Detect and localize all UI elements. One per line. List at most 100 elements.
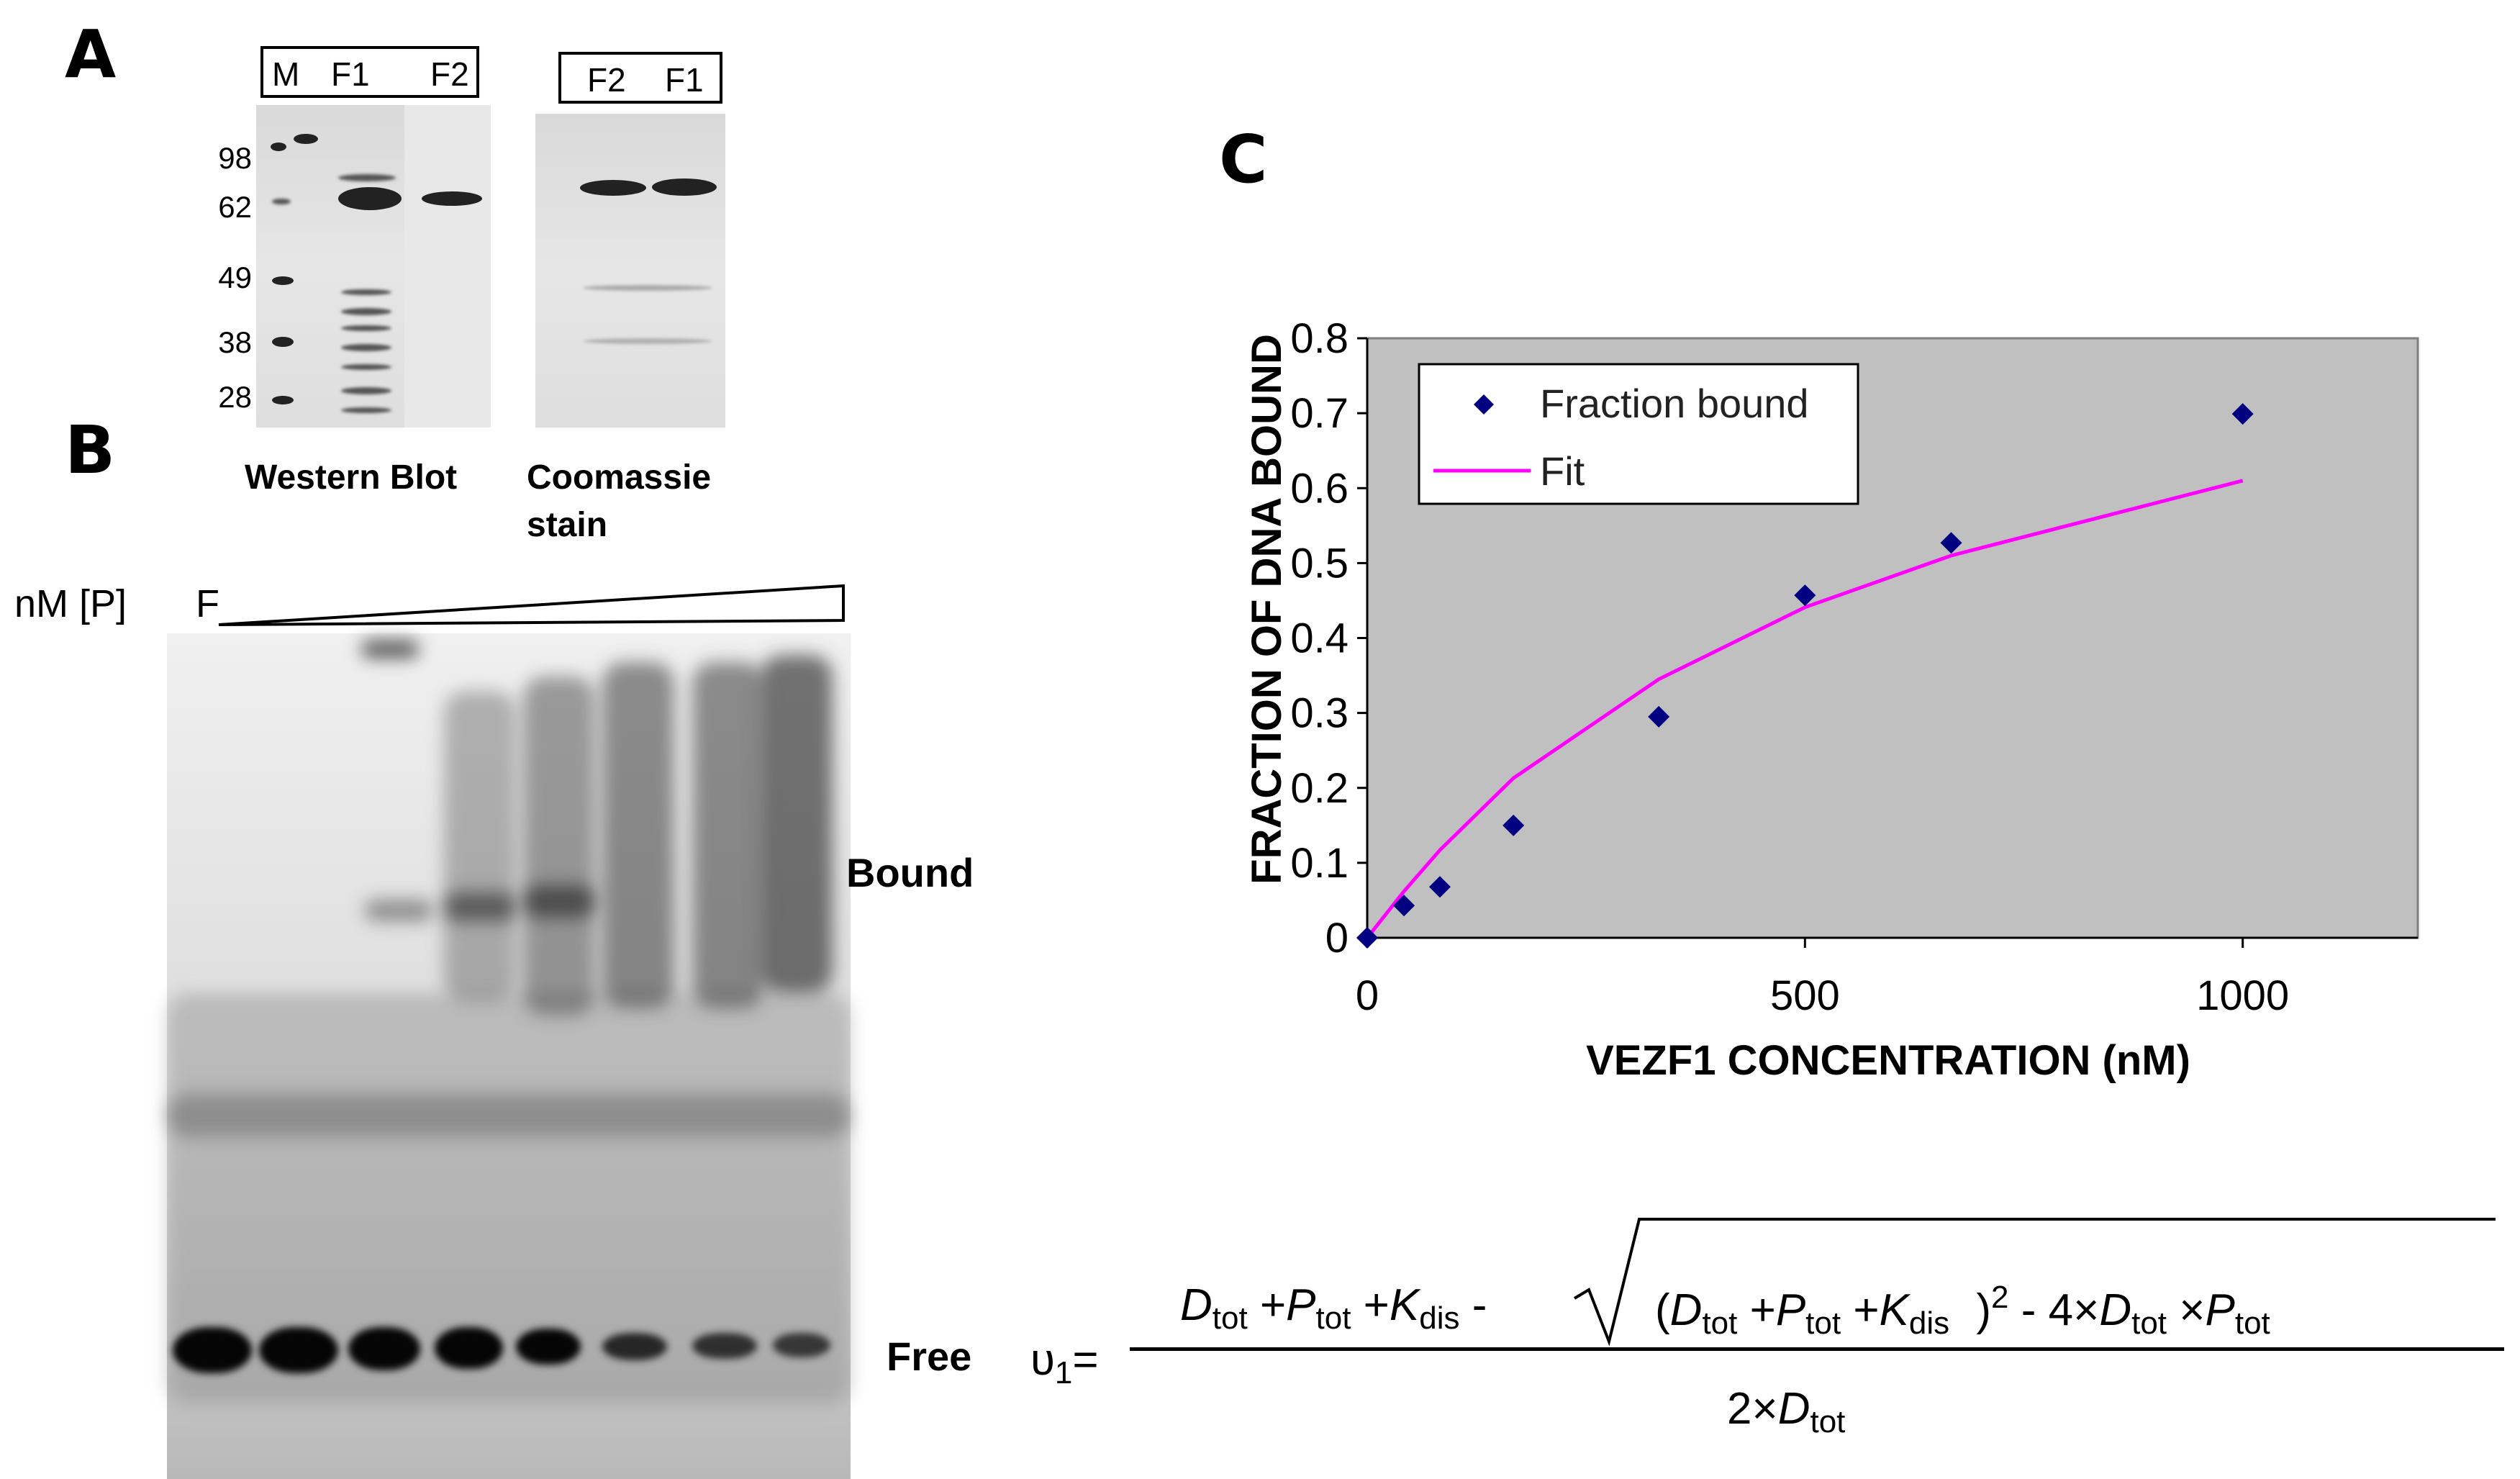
lane-label-f1: F1	[331, 55, 370, 93]
marker-28: 28	[218, 380, 252, 414]
subscript: tot	[2131, 1306, 2167, 1341]
f1-ladder-band	[341, 325, 391, 331]
coomassie-faint-band	[583, 338, 712, 344]
concentration-wedge	[218, 584, 845, 626]
western-blot-f2-lane	[404, 105, 491, 428]
lhs-symbol: υ	[1030, 1335, 1055, 1385]
f1-main-band	[338, 187, 402, 210]
marker-band	[272, 337, 294, 347]
numerator: Dtot +Ptot +Kdis -	[1180, 1280, 1487, 1336]
lane-label-c-f2: F2	[587, 61, 626, 99]
denominator: 2×Dtot	[1727, 1383, 1845, 1440]
data-point	[1393, 895, 1415, 917]
gel-smear	[167, 1094, 851, 1137]
well-lane-3	[361, 641, 419, 658]
y-tick-label: 0.7	[1290, 390, 1349, 437]
x-tick-label: 500	[1770, 972, 1840, 1019]
free-label: Free	[887, 1334, 972, 1379]
lane-label-f2: F2	[430, 55, 469, 93]
legend-marker-fraction-bound	[1474, 394, 1494, 415]
subscript: tot	[1702, 1306, 1738, 1341]
f2-band	[422, 191, 482, 206]
four-times: - 4×	[2021, 1285, 2100, 1335]
bound-band-lane-5	[523, 885, 595, 918]
bound-smear-lane-6	[602, 662, 674, 1008]
free-band-lane-5	[516, 1329, 581, 1365]
subscript: dis	[1908, 1306, 1950, 1341]
bound-band-lane-4	[444, 892, 516, 921]
data-point	[1648, 705, 1670, 728]
y-tick-label: 0.3	[1290, 690, 1349, 737]
exponent: 2	[1991, 1280, 2009, 1315]
f1-ladder-band	[341, 387, 391, 394]
bound-smear-lane-4	[444, 691, 516, 1000]
data-point	[1356, 927, 1378, 949]
free-band-lane-3	[348, 1327, 420, 1370]
free-lane-label: F	[196, 582, 219, 625]
f1-upper-band	[338, 174, 396, 181]
subscript: tot	[1805, 1306, 1841, 1341]
p-symbol: P	[2205, 1285, 2235, 1335]
two-times: 2×	[1727, 1384, 1778, 1434]
close-paren: )	[1976, 1285, 1992, 1335]
marker-49: 49	[218, 261, 252, 294]
legend-label-fraction-bound: Fraction bound	[1540, 381, 1809, 426]
op-plus: +	[1853, 1285, 1880, 1335]
free-band-lane-2	[259, 1327, 338, 1373]
western-caption: Western Blot	[245, 458, 458, 497]
y-axis-title: FRACTION OF DNA BOUND	[1243, 334, 1290, 885]
sqrt-sign	[1573, 1218, 2496, 1347]
f1-ladder-band	[341, 308, 391, 315]
d-symbol: D	[1180, 1280, 1213, 1330]
panel-label-a: A	[65, 16, 117, 93]
legend-label-fit: Fit	[1540, 448, 1585, 494]
op-plus: +	[1749, 1285, 1776, 1335]
bound-band-lane-3	[365, 900, 433, 921]
coomassie-f1-band	[652, 178, 717, 196]
equals-sign: =	[1072, 1335, 1099, 1385]
sqrt-path	[1573, 1218, 2496, 1347]
coomassie-lane-box	[558, 52, 722, 104]
bound-label: Bound	[846, 850, 974, 895]
f1-ladder-band	[341, 364, 391, 370]
subscript: tot	[1315, 1301, 1351, 1336]
op-plus: +	[1363, 1280, 1390, 1330]
f1-ladder-band	[341, 407, 391, 413]
y-tick-label: 0.6	[1290, 465, 1349, 512]
free-band-lane-8	[773, 1333, 830, 1357]
data-point	[2231, 403, 2254, 425]
radicand: (Dtot +Ptot +Kdis )2 - 4×Dtot ×Ptot	[1655, 1280, 2270, 1342]
y-tick-label: 0.1	[1290, 840, 1349, 887]
y-tick-label: 0	[1325, 915, 1349, 962]
panel-label-b: B	[65, 412, 116, 489]
f1-ladder-band	[341, 344, 391, 351]
x-tick-label: 1000	[2196, 972, 2289, 1019]
bound-smear-lane-7	[692, 662, 764, 1008]
free-band-lane-7	[692, 1333, 757, 1359]
free-band-lane-1	[173, 1327, 252, 1373]
d-symbol: D	[1777, 1384, 1810, 1434]
concentration-label: nM [P]	[14, 582, 127, 625]
marker-band	[272, 396, 294, 404]
free-band-lane-6	[602, 1333, 667, 1360]
subscript: tot	[1810, 1404, 1846, 1439]
marker-38: 38	[218, 325, 252, 359]
panel-label-c: C	[1219, 121, 1268, 198]
coomassie-faint-band	[583, 285, 712, 291]
fit-line	[1366, 479, 2244, 939]
y-tick-label: 0.8	[1290, 315, 1349, 362]
p-symbol: P	[1286, 1280, 1316, 1330]
marker-62: 62	[218, 190, 252, 224]
d-symbol: D	[1669, 1285, 1703, 1335]
marker-band	[272, 276, 294, 285]
western-lane-box	[260, 46, 479, 98]
subscript: dis	[1419, 1301, 1460, 1336]
western-blot-image	[256, 105, 404, 428]
fraction-bar	[1130, 1347, 2504, 1351]
legend-box	[1418, 363, 1859, 505]
data-point	[1428, 876, 1451, 898]
coomassie-caption-1: Coomassie	[527, 458, 712, 497]
lane-label-m: M	[272, 55, 300, 93]
open-paren: (	[1655, 1285, 1670, 1335]
